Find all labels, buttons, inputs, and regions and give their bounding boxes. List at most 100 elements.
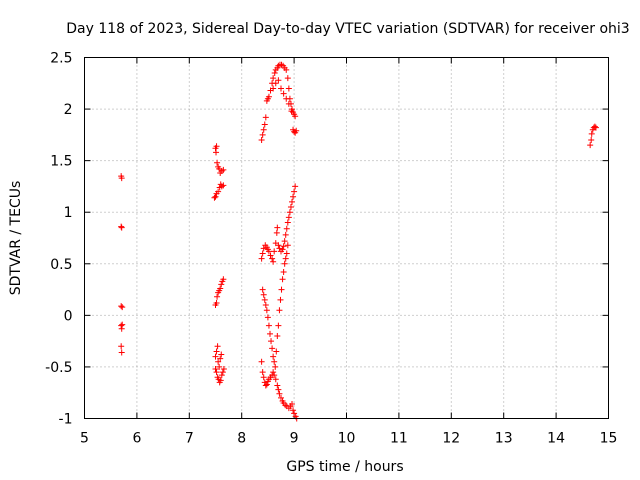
data-point xyxy=(118,303,125,310)
data-point xyxy=(212,365,219,372)
data-point xyxy=(267,252,274,259)
data-point xyxy=(214,159,221,166)
data-point xyxy=(283,66,290,73)
data-point xyxy=(258,358,265,365)
data-point xyxy=(292,183,299,190)
data-point xyxy=(285,214,292,221)
data-point xyxy=(276,307,283,314)
data-point xyxy=(214,293,221,300)
x-tick-label: 6 xyxy=(132,431,141,447)
y-tick-label: 2.5 xyxy=(50,51,72,67)
data-point xyxy=(211,194,218,201)
x-tick-label: 11 xyxy=(390,431,408,447)
data-point xyxy=(284,219,291,226)
data-point xyxy=(264,314,271,321)
data-point xyxy=(119,304,126,311)
data-point xyxy=(266,330,273,337)
data-point xyxy=(284,242,291,249)
data-point xyxy=(217,285,224,292)
data-point xyxy=(274,382,281,389)
data-point xyxy=(270,369,277,376)
data-point xyxy=(220,365,227,372)
data-point xyxy=(263,381,270,388)
data-point xyxy=(272,80,279,87)
data-point xyxy=(273,348,280,355)
data-point xyxy=(259,131,266,138)
data-point xyxy=(285,100,292,107)
data-point xyxy=(259,369,266,376)
data-point xyxy=(258,137,265,144)
data-point xyxy=(279,246,286,253)
data-point xyxy=(220,166,227,173)
x-tick-label: 15 xyxy=(600,431,618,447)
x-tick-label: 9 xyxy=(290,431,299,447)
data-point xyxy=(213,369,220,376)
x-tick-label: 5 xyxy=(80,431,89,447)
data-point xyxy=(259,286,266,293)
data-point xyxy=(212,193,219,200)
data-point xyxy=(279,276,286,283)
data-point xyxy=(274,224,281,231)
data-point xyxy=(278,286,285,293)
data-point xyxy=(285,85,292,92)
data-point xyxy=(119,321,126,328)
x-tick-label: 13 xyxy=(495,431,513,447)
data-point xyxy=(214,343,221,350)
data-point xyxy=(262,382,269,389)
data-point xyxy=(291,410,298,417)
data-point xyxy=(215,188,222,195)
data-point xyxy=(272,376,279,383)
data-point xyxy=(271,358,278,365)
data-point xyxy=(220,182,227,189)
data-point xyxy=(293,127,300,134)
data-point xyxy=(118,325,125,332)
data-point xyxy=(290,407,297,414)
data-point xyxy=(218,372,225,379)
data-point xyxy=(260,126,267,133)
data-point xyxy=(592,124,599,131)
data-point xyxy=(278,394,284,401)
data-point xyxy=(283,95,290,102)
data-point xyxy=(217,355,224,362)
y-axis-label: SDTVAR / TECUs xyxy=(8,181,24,296)
y-tick-label: 2 xyxy=(64,102,73,118)
data-point xyxy=(258,255,265,262)
data-point xyxy=(260,374,267,381)
x-tick-label: 12 xyxy=(442,431,460,447)
data-point xyxy=(275,386,282,393)
data-points xyxy=(118,61,599,422)
data-point xyxy=(262,302,269,309)
data-point xyxy=(274,332,281,339)
data-point xyxy=(118,175,125,182)
data-point xyxy=(260,245,267,252)
data-point xyxy=(284,75,291,82)
data-point xyxy=(271,248,278,255)
data-point xyxy=(212,353,219,360)
data-point xyxy=(215,358,222,365)
data-point xyxy=(118,349,125,356)
data-point xyxy=(263,307,270,314)
chart-title: Day 118 of 2023, Sidereal Day-to-day VTE… xyxy=(66,21,629,37)
data-point xyxy=(288,108,295,115)
y-tick-label: -1 xyxy=(59,412,73,428)
data-point xyxy=(261,296,268,303)
grid xyxy=(84,57,609,419)
data-point xyxy=(289,401,296,408)
data-point xyxy=(280,90,287,97)
y-tick-label: -0.5 xyxy=(45,360,72,376)
data-point xyxy=(270,85,277,92)
data-point xyxy=(271,69,278,76)
data-point xyxy=(265,93,272,100)
data-point xyxy=(272,363,279,370)
data-point xyxy=(588,130,595,137)
data-point xyxy=(269,255,276,262)
x-tick-label: 8 xyxy=(237,431,246,447)
data-point xyxy=(588,137,595,144)
data-point xyxy=(286,209,293,216)
data-point xyxy=(268,338,275,345)
data-point xyxy=(292,113,299,120)
data-point xyxy=(276,245,283,252)
data-point xyxy=(260,291,267,298)
data-point xyxy=(217,377,224,384)
